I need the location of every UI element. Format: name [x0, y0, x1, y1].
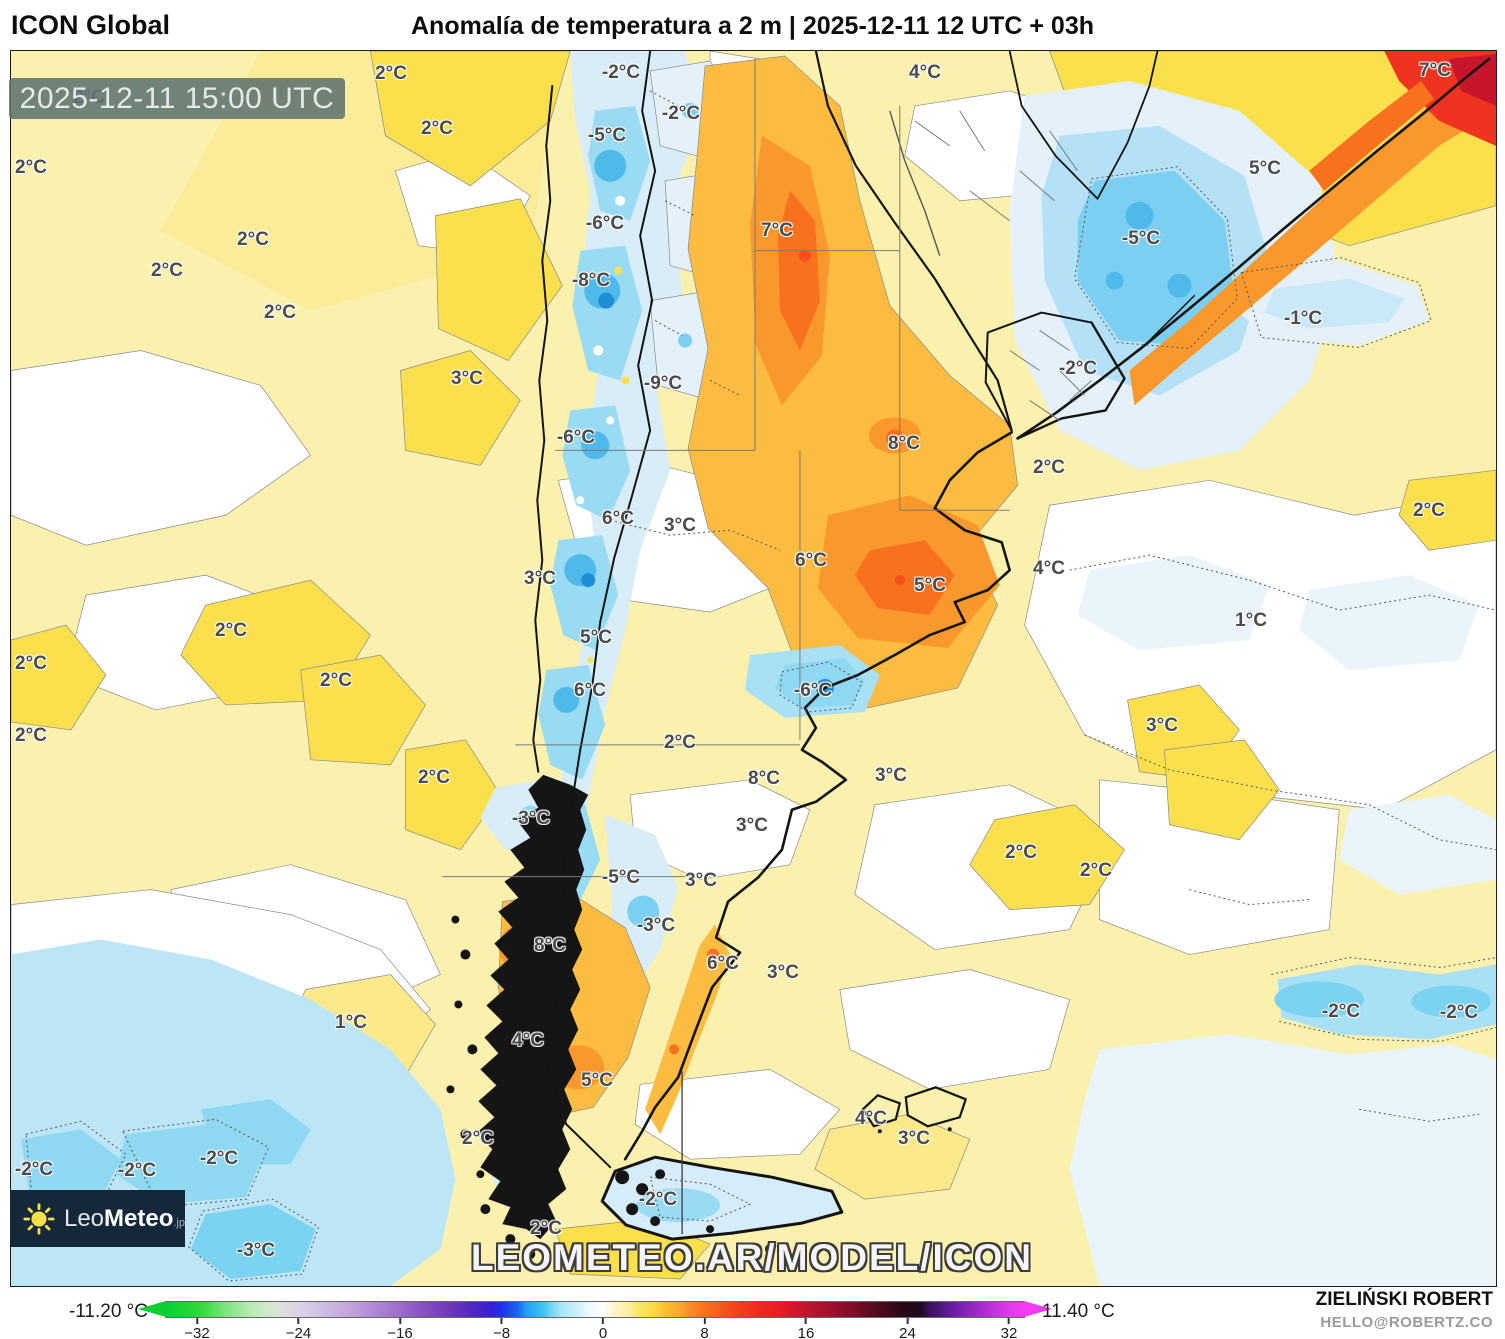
colorbar-tick: −32 — [184, 1318, 210, 1339]
colorbar-tick: 8 — [700, 1318, 709, 1339]
page-title: Anomalía de temperatura a 2 m | 2025-12-… — [411, 12, 1094, 40]
watermark: LEOMETEO.AR/MODEL/ICON — [471, 1237, 1033, 1278]
colorbar-tick: −24 — [286, 1318, 311, 1339]
colorbar-tick: −16 — [387, 1318, 413, 1339]
map-canvas: .pf{stroke:#8a8a8a;stroke-width:.7} .w{f… — [11, 51, 1496, 1286]
logo-text: LeoMeteo.jp — [63, 1204, 185, 1232]
colorbar-tick: 32 — [1001, 1318, 1017, 1339]
colorbar-ticks: −32 −24 −16 −8 0 8 16 24 32 — [165, 1318, 1025, 1339]
colorbar-tick: 0 — [599, 1318, 607, 1339]
colorbar-min-label: -11.20 °C — [68, 1301, 148, 1322]
colorbar-tick: −8 — [493, 1318, 510, 1339]
sun-icon — [23, 1202, 55, 1235]
model-name: ICON Global — [11, 10, 171, 40]
contact-credit: HELLO@ROBERTZ.CO — [1320, 1314, 1493, 1331]
colorbar-tick: 16 — [798, 1318, 814, 1339]
author-credit: ZIELIŃSKI ROBERT — [1315, 1289, 1493, 1310]
map-area: .pf{stroke:#8a8a8a;stroke-width:.7} .w{f… — [10, 50, 1497, 1287]
timestamp-badge: 2025-12-11 15:00 UTC — [9, 78, 345, 119]
colorbar-gradient — [138, 1301, 1052, 1318]
colorbar-tick: 24 — [899, 1318, 916, 1339]
leometeo-logo: LeoMeteo.jp — [10, 1190, 185, 1247]
colorbar-max-label: 11.40 °C — [1042, 1301, 1115, 1322]
